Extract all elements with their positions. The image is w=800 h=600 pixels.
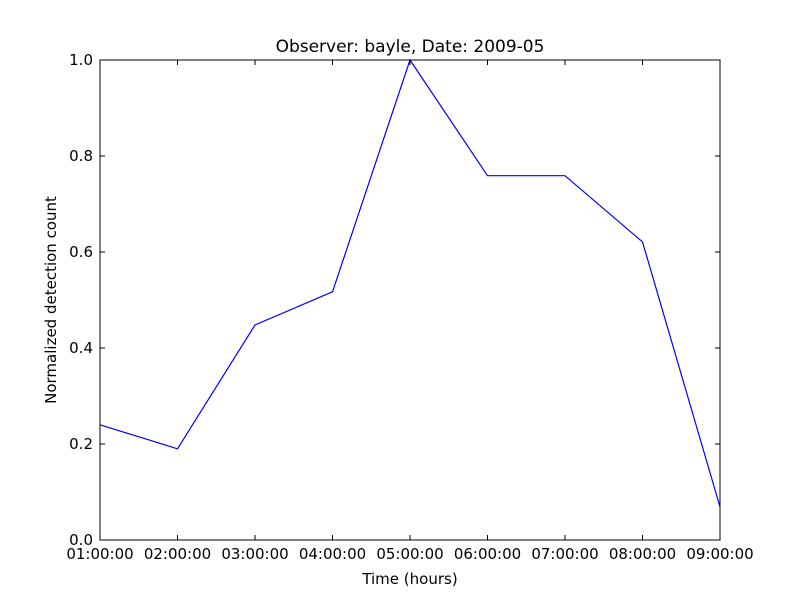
chart-title: Observer: bayle, Date: 2009-05 bbox=[276, 37, 545, 57]
y-tick-label: 0.0 bbox=[69, 531, 93, 549]
y-tick-label: 0.8 bbox=[69, 147, 93, 165]
x-axis-label: Time (hours) bbox=[361, 570, 457, 588]
x-tick-label: 04:00:00 bbox=[299, 545, 366, 563]
y-tick-label: 1.0 bbox=[69, 51, 93, 69]
x-tick-label: 09:00:00 bbox=[686, 545, 753, 563]
y-tick-label: 0.6 bbox=[69, 243, 93, 261]
x-tick-label: 08:00:00 bbox=[609, 545, 676, 563]
y-axis-label: Normalized detection count bbox=[42, 196, 60, 404]
x-tick-label: 07:00:00 bbox=[531, 545, 598, 563]
y-tick-label: 0.2 bbox=[69, 435, 93, 453]
plot-area: 01:00:00 02:00:00 03:00:00 04:00:00 05:00:00… bbox=[66, 51, 753, 563]
series-line-0 bbox=[99, 58, 721, 508]
x-tick-label: 06:00:00 bbox=[454, 545, 521, 563]
plot-frame bbox=[99, 59, 721, 541]
x-tick-label: 01:00:00 bbox=[66, 545, 133, 563]
x-tick-label: 03:00:00 bbox=[221, 545, 288, 563]
x-tick-label: 02:00:00 bbox=[144, 545, 211, 563]
y-tick-label: 0.4 bbox=[69, 339, 93, 357]
x-tick-label: 05:00:00 bbox=[376, 545, 443, 563]
